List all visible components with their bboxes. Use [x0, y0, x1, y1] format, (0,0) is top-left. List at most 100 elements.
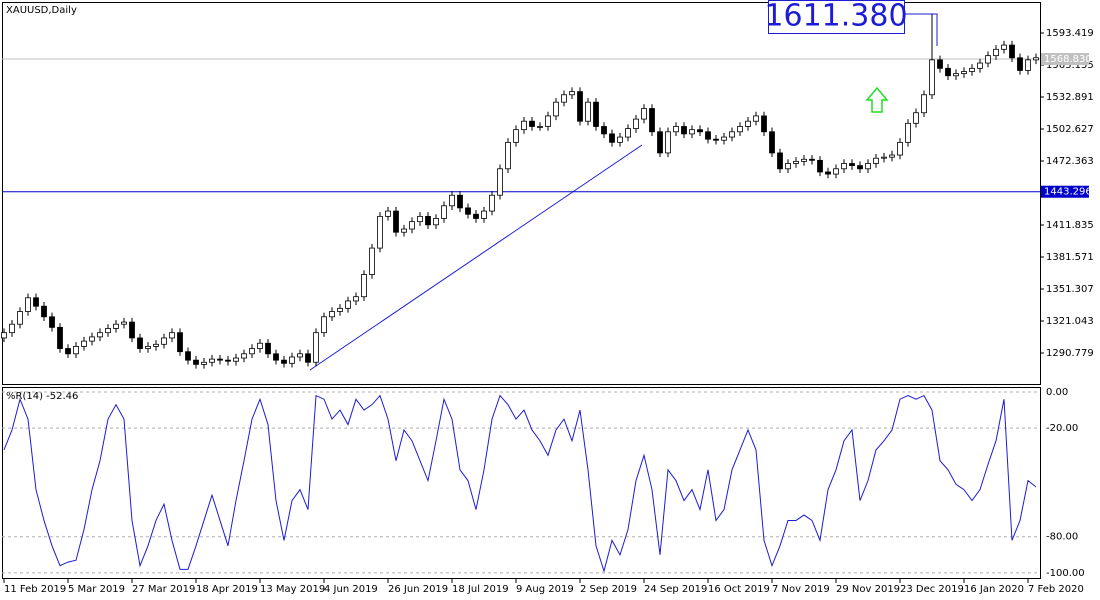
- candle-body: [33, 297, 39, 307]
- candle-body: [737, 126, 743, 133]
- price-label: 1443.296: [1044, 187, 1092, 198]
- x-tick-label: 29 Nov 2019: [836, 584, 900, 595]
- candle-body: [649, 108, 655, 133]
- candle-body: [265, 342, 271, 355]
- candle-body: [289, 356, 295, 364]
- candle-body: [49, 316, 55, 328]
- candle-body: [41, 305, 47, 318]
- candle-body: [817, 159, 823, 173]
- candle-body: [57, 326, 63, 349]
- candle-body: [313, 332, 319, 363]
- candle-body: [777, 152, 783, 170]
- candle-body: [865, 163, 871, 170]
- candle-body: [577, 91, 583, 122]
- candle-body: [241, 353, 247, 359]
- candle-body: [305, 353, 311, 363]
- candle-body: [225, 359, 231, 362]
- candle-body: [913, 112, 919, 124]
- candle-body: [129, 321, 135, 339]
- candle-body: [489, 194, 495, 212]
- y-tick-label: -20.00: [1046, 423, 1078, 434]
- candle-body: [873, 157, 879, 164]
- candle-body: [89, 336, 95, 342]
- candle-body: [473, 213, 479, 219]
- candle-body: [433, 218, 439, 226]
- candle-body: [457, 194, 463, 209]
- candle-body: [281, 359, 287, 364]
- chart-title: XAUUSD,Daily: [6, 5, 77, 16]
- candle-body: [1009, 44, 1015, 59]
- candle-body: [97, 332, 103, 338]
- y-tick-label: 1563.155: [1046, 60, 1094, 71]
- price-label: 1568.830: [1044, 54, 1092, 65]
- x-tick-label: 16 Jan 2020: [964, 584, 1024, 595]
- candle-body: [617, 136, 623, 143]
- candle-body: [793, 160, 799, 164]
- candle-body: [169, 332, 175, 339]
- candle-body: [769, 131, 775, 154]
- indicator-panel: [2, 387, 1041, 579]
- candle-body: [841, 163, 847, 170]
- candle-body: [801, 158, 807, 162]
- candle-body: [393, 210, 399, 233]
- annotation: 1611.380: [764, 0, 907, 34]
- candle-body: [857, 165, 863, 170]
- candle-body: [721, 136, 727, 141]
- y-tick-label: 1321.043: [1046, 316, 1094, 327]
- candle-body: [297, 353, 303, 358]
- y-tick-label: 1351.307: [1046, 284, 1094, 295]
- candle-body: [465, 207, 471, 215]
- candle-body: [385, 210, 391, 217]
- x-tick-label: 5 Mar 2019: [68, 584, 125, 595]
- price-label-box: [1041, 53, 1089, 66]
- candle-body: [65, 348, 71, 355]
- candle-body: [201, 361, 207, 365]
- candle-body: [753, 115, 759, 122]
- candle-body: [481, 210, 487, 219]
- candle-body: [417, 215, 423, 223]
- candle-body: [609, 133, 615, 143]
- candle-body: [1017, 57, 1023, 71]
- candle-body: [105, 328, 111, 334]
- annotation-connector: [905, 13, 938, 46]
- x-tick-label: 4 Jun 2019: [324, 584, 378, 595]
- x-tick-label: 27 Mar 2019: [132, 584, 195, 595]
- candle-body: [945, 67, 951, 77]
- candle-body: [561, 94, 567, 103]
- x-tick-label: 26 Jun 2019: [388, 584, 448, 595]
- candle-body: [569, 91, 575, 96]
- candle-body: [673, 126, 679, 133]
- candle-body: [409, 221, 415, 230]
- candle-body: [401, 228, 407, 233]
- candle-body: [425, 215, 431, 226]
- candle-body: [921, 94, 927, 114]
- candle-body: [745, 120, 751, 127]
- candle-body: [81, 340, 87, 347]
- candle-body: [953, 73, 959, 77]
- candle-body: [729, 131, 735, 138]
- candle-body: [505, 141, 511, 170]
- x-tick-label: 18 Jul 2019: [452, 584, 509, 595]
- candle-body: [697, 129, 703, 133]
- candle-body: [153, 343, 159, 347]
- x-tick-label: 7 Nov 2019: [772, 584, 830, 595]
- candle-body: [73, 346, 79, 355]
- candle-body: [1001, 44, 1007, 50]
- x-tick-label: 23 Dec 2019: [900, 584, 964, 595]
- candle-body: [185, 351, 191, 361]
- candle-body: [705, 131, 711, 140]
- candle-body: [633, 118, 639, 130]
- candle-body: [1, 332, 7, 339]
- x-tick-label: 16 Oct 2019: [708, 584, 770, 595]
- candle-body: [809, 158, 815, 161]
- candle-body: [1025, 59, 1031, 71]
- candle-body: [889, 154, 895, 158]
- candle-body: [449, 194, 455, 207]
- candle-body: [249, 348, 255, 355]
- annotation-box: [768, 0, 905, 34]
- candle-body: [785, 163, 791, 170]
- candle-body: [9, 323, 15, 334]
- y-tick-label: -80.00: [1046, 532, 1078, 543]
- candle-body: [193, 359, 199, 365]
- candle-body: [537, 126, 543, 128]
